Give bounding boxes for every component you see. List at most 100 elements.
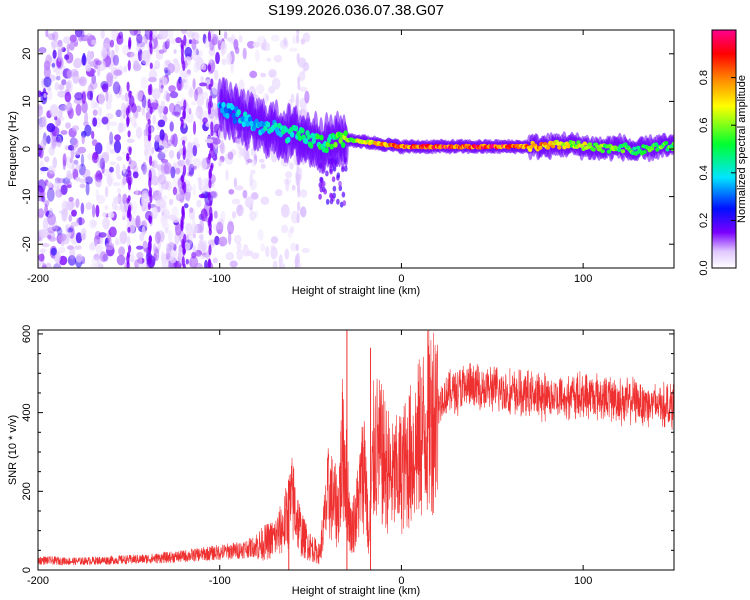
spectrogram-cell	[147, 76, 157, 83]
spectrogram-cell	[220, 41, 227, 55]
spectrogram-cell	[185, 158, 190, 165]
spectrogram-cell	[45, 30, 49, 38]
spectrogram-cell	[140, 50, 149, 65]
spectrogram-cell	[64, 54, 70, 60]
spectrogram-cell	[170, 166, 176, 179]
spectrogram-cell	[166, 247, 172, 259]
spectrogram-ridge-cell	[223, 107, 229, 114]
spectrogram-cell	[136, 44, 141, 52]
spectrogram-cell	[126, 197, 130, 204]
spectrogram-cell	[122, 193, 128, 205]
spectrogram-cell	[126, 138, 135, 143]
spectrogram-cell	[325, 170, 329, 177]
spectrogram-cell	[57, 233, 67, 242]
spectrogram-ridge-cell	[304, 138, 309, 145]
spectrogram-cell	[81, 54, 87, 66]
spectrogram-cell	[161, 251, 165, 261]
spectrogram-cell	[265, 246, 270, 258]
spectrogram-ridge-cell	[606, 149, 612, 154]
spectrogram-cell	[80, 34, 90, 42]
spectrogram-cell	[80, 153, 85, 167]
spectrogram-ridge-cell	[263, 125, 268, 132]
spectrogram-cell	[236, 241, 242, 252]
bottom-plot-frame	[37, 329, 675, 571]
spectrogram-ridge-cell	[319, 134, 324, 141]
bottom-y-tick-label: 600	[21, 325, 33, 343]
spectrogram-cell	[266, 57, 272, 62]
spectrogram-cell	[141, 225, 146, 236]
bottom-y-tick-label: 400	[21, 403, 33, 421]
spectrogram-cell	[154, 60, 161, 70]
spectrogram-cell	[254, 210, 259, 218]
spectrogram-ridge-cell	[632, 146, 637, 151]
spectrogram-cell	[47, 234, 52, 240]
spectrogram-cell	[171, 111, 180, 116]
spectrogram-cell	[213, 210, 218, 219]
spectrogram-cell	[221, 58, 227, 66]
spectrogram-cell	[111, 30, 119, 41]
spectrogram-cell	[109, 121, 118, 127]
spectrogram-cell	[166, 38, 171, 46]
spectrogram-cell	[216, 221, 224, 235]
spectrogram-cell	[99, 251, 107, 263]
spectrogram-cell	[58, 246, 66, 254]
spectrogram-cell	[210, 129, 214, 137]
spectrogram-cell	[180, 222, 184, 232]
spectrogram-cell	[62, 36, 72, 44]
spectrogram-ridge-cell	[623, 142, 628, 147]
spectrogram-cell	[113, 54, 120, 66]
spectrogram-cell	[41, 195, 46, 203]
spectrogram-cell	[121, 94, 126, 101]
spectrogram-cell	[289, 47, 298, 52]
spectrogram-cell	[258, 158, 265, 163]
spectrogram-cell	[87, 90, 93, 101]
spectrogram-cell	[97, 254, 101, 268]
spectrogram-ridge-cell	[653, 142, 659, 147]
spectrogram-cell	[158, 183, 164, 197]
spectrogram-cell	[218, 236, 228, 247]
spectrogram-cell	[62, 153, 67, 167]
spectrogram-cell	[192, 158, 202, 169]
spectrogram-cell	[256, 84, 265, 95]
spectrogram-cell	[109, 131, 114, 145]
spectrogram-cell	[244, 196, 254, 208]
spectrogram-cell	[294, 254, 299, 265]
spectrogram-cell	[180, 119, 184, 129]
spectrogram-cell	[160, 100, 166, 109]
spectrogram-cell	[251, 159, 257, 167]
spectrogram-cell	[273, 54, 283, 63]
spectrogram-ridge-cell	[340, 142, 346, 148]
spectrogram-cell	[203, 202, 211, 217]
spectrogram-cell	[66, 69, 73, 79]
spectrogram-cell	[102, 212, 107, 218]
spectrogram-cell	[182, 139, 186, 147]
top-y-tick-label: -10	[21, 189, 33, 205]
spectrogram-cell	[260, 72, 267, 78]
spectrogram-cell	[54, 82, 59, 91]
spectrogram-cell	[74, 30, 83, 38]
spectrogram-cell	[336, 172, 341, 179]
spectrogram-cell	[38, 47, 47, 54]
spectrogram-cell	[126, 81, 130, 92]
spectrogram-cell	[122, 210, 127, 219]
spectrogram-cell	[73, 138, 79, 148]
spectrogram-cell	[74, 92, 84, 101]
spectrogram-cell	[113, 69, 123, 76]
spectrogram-cell	[167, 229, 173, 242]
spectrogram-ridge-cell	[557, 145, 562, 150]
bottom-x-axis: -200 -100 0 100	[27, 330, 592, 587]
spectrogram-cell	[65, 122, 71, 129]
spectrogram-cell	[278, 263, 286, 268]
spectrogram-cell	[182, 108, 186, 120]
spectrogram-cell	[199, 219, 205, 234]
spectrogram-cell	[214, 235, 220, 246]
spectrogram-ridge-cell	[324, 147, 329, 154]
spectrogram-ridge-cell	[664, 141, 669, 145]
spectrogram-cell	[188, 85, 195, 95]
spectrogram-cell	[92, 204, 96, 218]
spectrogram-cell	[151, 30, 157, 39]
spectrogram-cell	[297, 76, 301, 85]
spectrogram-cell	[39, 229, 48, 239]
spectrogram-cell	[100, 47, 108, 60]
spectrogram-cell	[163, 162, 172, 175]
